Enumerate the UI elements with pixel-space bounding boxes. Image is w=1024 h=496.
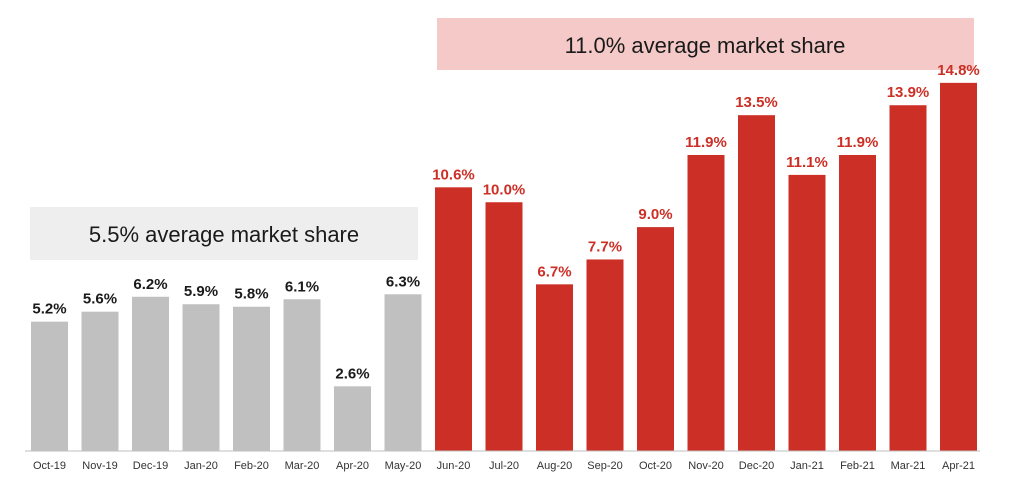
bar-apr-21 xyxy=(940,82,977,451)
x-tick-nov-19: Nov-19 xyxy=(82,460,117,472)
bars-group xyxy=(31,82,977,452)
value-label-feb-20: 5.8% xyxy=(234,286,268,303)
value-label-may-20: 6.3% xyxy=(386,273,420,290)
value-label-oct-20: 9.0% xyxy=(638,206,672,223)
post-period-banner xyxy=(437,18,974,70)
x-tick-mar-20: Mar-20 xyxy=(285,460,320,472)
x-tick-apr-21: Apr-21 xyxy=(942,460,975,472)
x-tick-dec-20: Dec-20 xyxy=(739,460,774,472)
value-label-dec-19: 6.2% xyxy=(133,276,167,293)
bar-nov-20 xyxy=(687,154,725,452)
bar-jun-20 xyxy=(435,187,472,451)
x-tick-jan-21: Jan-21 xyxy=(790,460,824,472)
x-tick-aug-20: Aug-20 xyxy=(537,460,572,472)
bar-dec-19 xyxy=(132,296,169,451)
value-label-feb-21: 11.9% xyxy=(837,134,879,151)
value-label-dec-20: 13.5% xyxy=(735,94,778,111)
value-labels-group: 5.2% 5.6% 6.2% 5.9% 5.8% 6.1% 2.6% 6.3% 10.6% 10.… xyxy=(32,62,979,382)
bar-feb-21 xyxy=(839,154,876,452)
x-tick-feb-21: Feb-21 xyxy=(840,460,875,472)
x-tick-may-20: May-20 xyxy=(385,460,422,472)
bar-apr-20 xyxy=(334,386,371,451)
post-period-banner-text: 11.0% average market share xyxy=(565,33,846,58)
x-tick-jun-20: Jun-20 xyxy=(437,460,471,472)
x-tick-sep-20: Sep-20 xyxy=(587,460,622,472)
x-tick-dec-19: Dec-19 xyxy=(133,460,168,472)
bar-mar-21 xyxy=(889,105,927,452)
x-tick-oct-19: Oct-19 xyxy=(33,460,66,472)
bar-sep-20 xyxy=(586,259,624,451)
bar-oct-19 xyxy=(31,321,68,451)
value-label-oct-19: 5.2% xyxy=(32,301,66,318)
bar-mar-20 xyxy=(283,299,321,451)
value-label-nov-19: 5.6% xyxy=(83,291,117,308)
value-label-jul-20: 10.0% xyxy=(483,181,526,198)
x-tick-jul-20: Jul-20 xyxy=(489,460,519,472)
value-label-sep-20: 7.7% xyxy=(588,238,622,255)
bar-jan-21 xyxy=(788,174,826,451)
bar-aug-20 xyxy=(536,284,573,451)
value-label-jan-21: 11.1% xyxy=(786,154,828,171)
bar-feb-20 xyxy=(233,306,270,451)
x-tick-jan-20: Jan-20 xyxy=(184,460,218,472)
bar-may-20 xyxy=(384,294,422,451)
bar-jul-20 xyxy=(485,202,523,451)
value-label-jun-20: 10.6% xyxy=(432,166,475,183)
x-tick-labels-group: Oct-19 Nov-19 Dec-19 Jan-20 Feb-20 Mar-20 Apr-… xyxy=(33,460,975,472)
value-label-mar-21: 13.9% xyxy=(887,84,930,101)
bar-oct-20 xyxy=(637,227,674,451)
value-label-nov-20: 11.9% xyxy=(685,134,727,151)
value-label-aug-20: 6.7% xyxy=(537,263,571,280)
value-label-apr-20: 2.6% xyxy=(335,365,369,382)
x-tick-oct-20: Oct-20 xyxy=(639,460,672,472)
value-label-mar-20: 6.1% xyxy=(285,278,319,295)
pre-period-banner xyxy=(30,207,418,260)
bar-dec-20 xyxy=(738,115,775,451)
x-tick-mar-21: Mar-21 xyxy=(891,460,926,472)
value-label-apr-21: 14.8% xyxy=(937,62,980,79)
bar-jan-20 xyxy=(182,304,220,451)
x-tick-apr-20: Apr-20 xyxy=(336,460,369,472)
bar-nov-19 xyxy=(81,311,119,451)
x-tick-nov-20: Nov-20 xyxy=(688,460,723,472)
x-tick-feb-20: Feb-20 xyxy=(234,460,269,472)
value-label-jan-20: 5.9% xyxy=(184,283,218,300)
pre-period-banner-text: 5.5% average market share xyxy=(89,222,359,247)
